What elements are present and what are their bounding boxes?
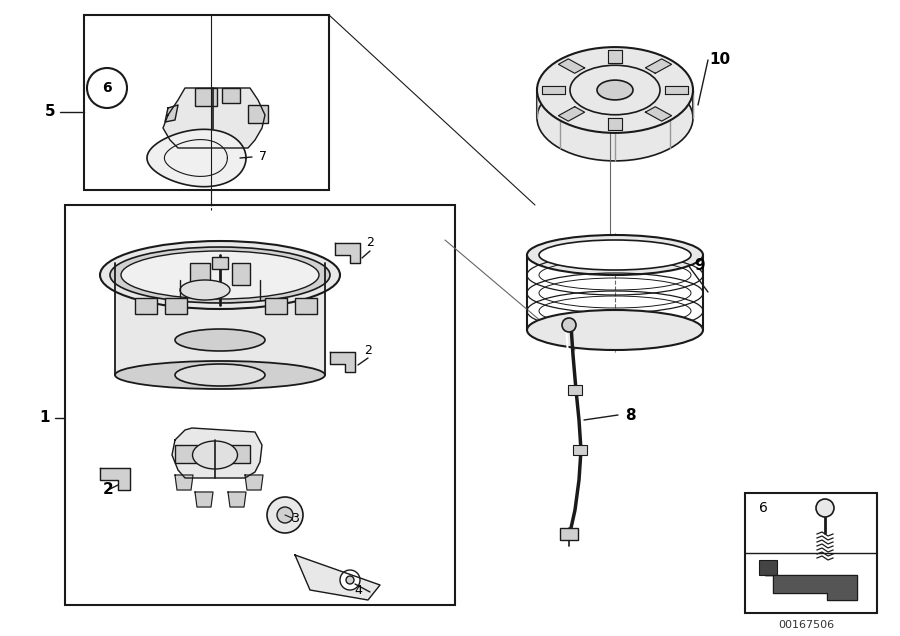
Bar	[295, 298, 317, 314]
Ellipse shape	[537, 75, 693, 161]
Text: 9: 9	[695, 258, 706, 272]
Ellipse shape	[539, 240, 691, 270]
Text: 1: 1	[40, 410, 50, 425]
Bar	[212, 257, 228, 269]
Ellipse shape	[115, 361, 325, 389]
Circle shape	[346, 576, 354, 584]
Polygon shape	[558, 107, 585, 121]
Polygon shape	[335, 243, 360, 263]
Polygon shape	[645, 107, 671, 121]
Bar	[175, 445, 197, 463]
Text: 2: 2	[364, 343, 372, 357]
Polygon shape	[765, 575, 857, 600]
Ellipse shape	[100, 241, 340, 309]
Circle shape	[340, 570, 360, 590]
Polygon shape	[665, 86, 688, 94]
Ellipse shape	[110, 247, 330, 303]
Bar	[568, 385, 582, 395]
Bar	[759, 560, 777, 575]
Polygon shape	[165, 105, 178, 122]
Ellipse shape	[175, 364, 265, 386]
Polygon shape	[100, 468, 130, 490]
Text: 6: 6	[759, 501, 768, 515]
Polygon shape	[147, 129, 246, 187]
Circle shape	[267, 497, 303, 533]
Ellipse shape	[597, 80, 633, 100]
Bar	[265, 298, 287, 314]
Polygon shape	[608, 118, 622, 130]
Polygon shape	[115, 263, 325, 375]
Circle shape	[277, 507, 293, 523]
Ellipse shape	[175, 329, 265, 351]
Bar	[230, 445, 250, 463]
Bar	[560, 528, 578, 540]
Bar	[195, 88, 217, 106]
Bar	[190, 263, 210, 287]
Bar	[65, 205, 455, 605]
Polygon shape	[228, 492, 246, 507]
Polygon shape	[558, 59, 585, 73]
Polygon shape	[163, 88, 265, 148]
Text: 3: 3	[291, 513, 299, 525]
Bar	[248, 105, 268, 123]
Polygon shape	[295, 555, 380, 600]
Polygon shape	[175, 475, 193, 490]
Text: 00167506: 00167506	[778, 620, 834, 630]
Polygon shape	[195, 492, 213, 507]
Text: 2: 2	[103, 483, 113, 497]
Bar	[135, 298, 157, 314]
Polygon shape	[245, 475, 263, 490]
Ellipse shape	[527, 310, 703, 350]
Text: 6: 6	[103, 81, 112, 95]
Ellipse shape	[121, 251, 319, 299]
Polygon shape	[542, 86, 565, 94]
Text: 7: 7	[259, 151, 267, 163]
Text: 8: 8	[625, 408, 635, 422]
Bar	[573, 445, 587, 455]
Bar	[222, 88, 240, 103]
Ellipse shape	[193, 441, 238, 469]
Text: 2: 2	[366, 237, 373, 249]
Circle shape	[816, 499, 834, 517]
Polygon shape	[172, 428, 262, 478]
Polygon shape	[330, 352, 355, 372]
Ellipse shape	[537, 47, 693, 133]
Bar	[232, 263, 250, 285]
Ellipse shape	[570, 66, 660, 114]
Bar	[165, 298, 187, 314]
Polygon shape	[608, 50, 622, 62]
Text: 5: 5	[45, 104, 55, 120]
Bar	[745, 493, 877, 613]
Ellipse shape	[527, 235, 703, 275]
Circle shape	[562, 318, 576, 332]
Ellipse shape	[180, 280, 230, 300]
Polygon shape	[645, 59, 671, 73]
Text: 10: 10	[709, 53, 731, 67]
Text: 4: 4	[354, 583, 362, 597]
Bar	[84, 15, 329, 190]
